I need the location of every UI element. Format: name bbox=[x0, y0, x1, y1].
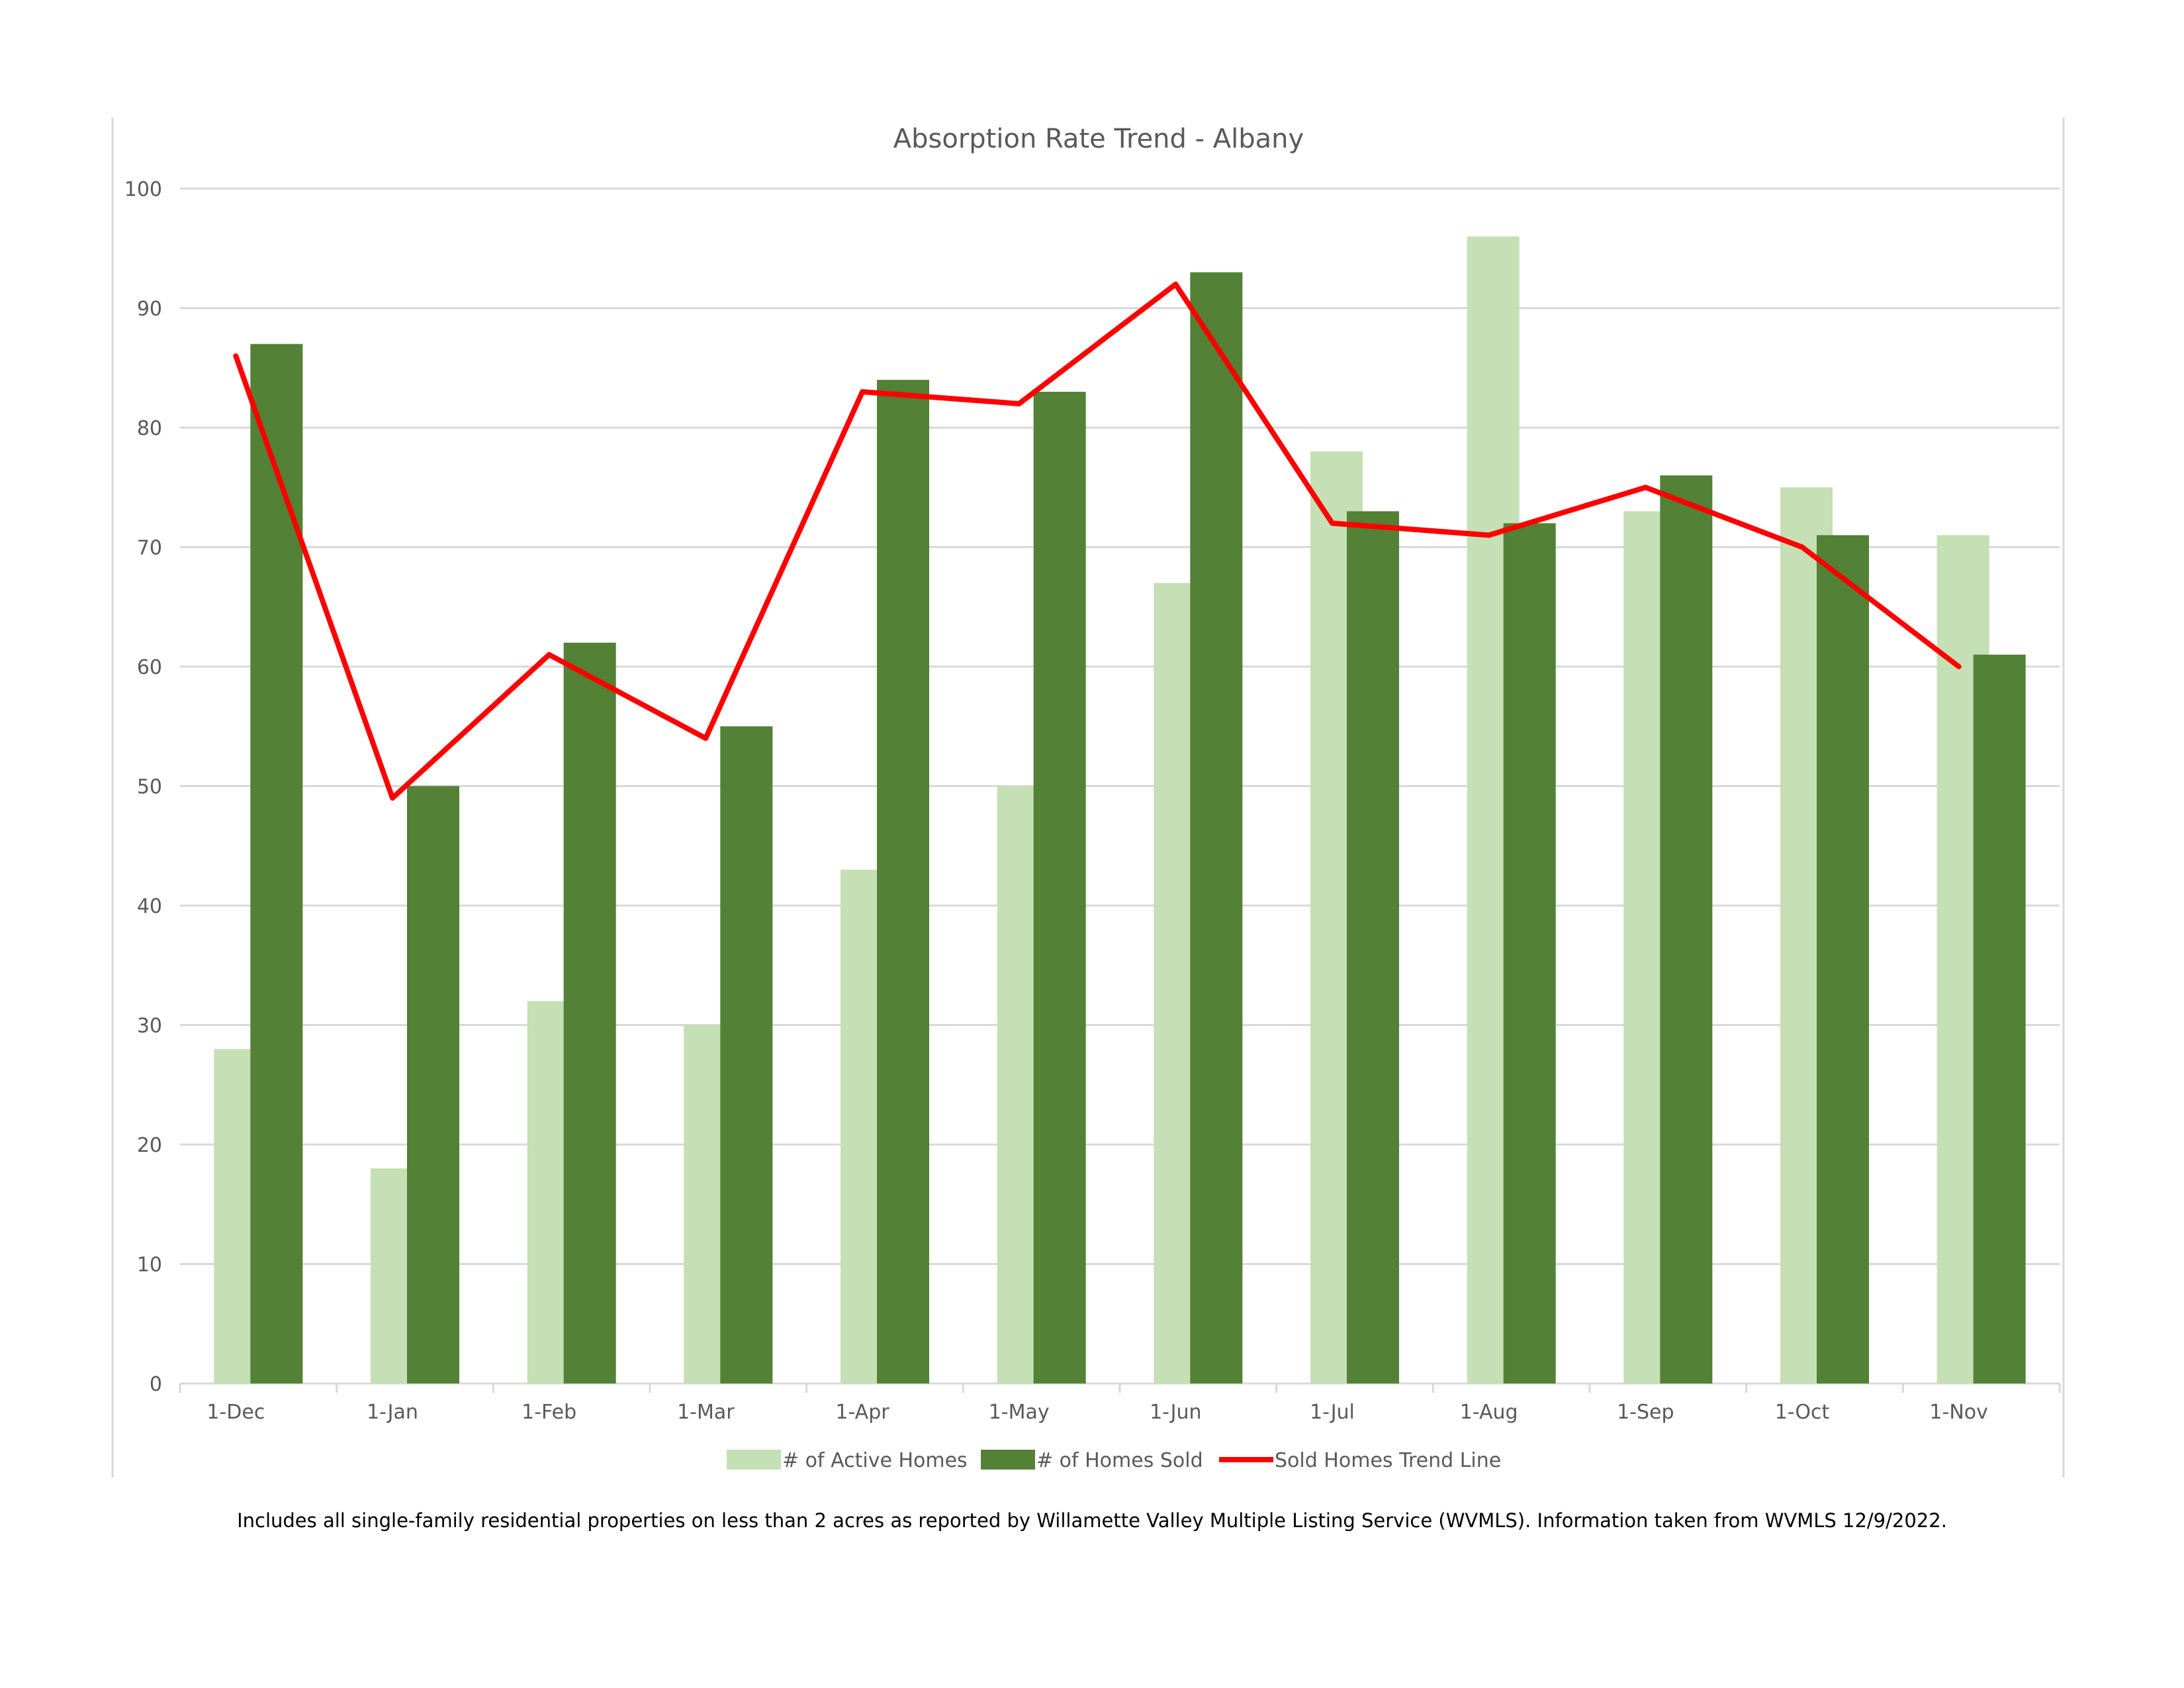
x-tick-label: 1-Dec bbox=[206, 1401, 265, 1424]
legend-label: # of Homes Sold bbox=[1036, 1449, 1203, 1472]
homes-sold-bar-1-Oct bbox=[1817, 535, 1869, 1384]
x-tick-label: 1-May bbox=[989, 1401, 1050, 1424]
chart-title: Absorption Rate Trend - Albany bbox=[893, 124, 1304, 154]
homes-sold-bar-1-Sep bbox=[1660, 475, 1713, 1384]
legend-swatch-0 bbox=[727, 1450, 781, 1470]
x-tick-label: 1-Jun bbox=[1150, 1401, 1201, 1424]
homes-sold-bar-1-Jul bbox=[1347, 511, 1399, 1383]
legend-label: # of Active Homes bbox=[782, 1449, 968, 1472]
x-tick-label: 1-Jul bbox=[1310, 1401, 1355, 1424]
y-tick-label: 90 bbox=[137, 298, 162, 321]
x-tick-label: 1-Apr bbox=[835, 1401, 889, 1424]
legend: # of Active Homes # of Homes Sold Sold Hom… bbox=[727, 1449, 1501, 1472]
x-tick-label: 1-Sep bbox=[1617, 1401, 1674, 1424]
y-tick-label: 0 bbox=[150, 1373, 162, 1396]
homes-sold-bar-1-Dec bbox=[250, 344, 303, 1383]
x-tick-label: 1-Nov bbox=[1929, 1401, 1987, 1424]
y-tick-label: 60 bbox=[137, 656, 162, 679]
homes-sold-bar-1-Jan bbox=[407, 786, 459, 1383]
x-tick-label: 1-Oct bbox=[1775, 1401, 1830, 1424]
x-tick-label: 1-Aug bbox=[1460, 1401, 1518, 1424]
footnote: Includes all single-family residential p… bbox=[237, 1509, 1947, 1532]
y-tick-label: 70 bbox=[137, 537, 162, 560]
legend-label: Sold Homes Trend Line bbox=[1275, 1449, 1501, 1472]
homes-sold-bar-1-Jun bbox=[1190, 272, 1243, 1384]
x-tick-label: 1-Jan bbox=[367, 1401, 418, 1424]
y-tick-label: 30 bbox=[137, 1015, 162, 1038]
y-tick-label: 20 bbox=[137, 1134, 162, 1157]
homes-sold-bar-1-Apr bbox=[877, 379, 929, 1383]
legend-swatch-1 bbox=[981, 1450, 1035, 1470]
homes-sold-bar-1-May bbox=[1033, 391, 1086, 1383]
x-tick-label: 1-Mar bbox=[677, 1401, 735, 1424]
homes-sold-bar-1-Feb bbox=[563, 642, 616, 1383]
y-axis-ticks: 0 10 20 30 40 50 60 70 80 90 100 bbox=[124, 178, 162, 1396]
y-tick-label: 50 bbox=[137, 776, 162, 799]
bars bbox=[214, 236, 2026, 1384]
gridlines bbox=[179, 187, 2061, 1393]
sold-homes-trend-line bbox=[233, 281, 1962, 801]
y-tick-label: 10 bbox=[137, 1254, 162, 1277]
y-tick-label: 80 bbox=[137, 417, 162, 440]
x-tick-label: 1-Feb bbox=[522, 1401, 576, 1424]
trend-line-layer bbox=[233, 281, 1962, 801]
x-axis-ticks: 1-Dec 1-Jan 1-Feb 1-Mar 1-Apr 1-May 1-Jun 1-Jul… bbox=[206, 1401, 1988, 1424]
homes-sold-bar-1-Nov bbox=[1973, 654, 2026, 1384]
homes-sold-bar-1-Aug bbox=[1503, 523, 1556, 1383]
y-tick-label: 40 bbox=[137, 895, 162, 918]
homes-sold-bar-1-Mar bbox=[720, 726, 773, 1383]
y-tick-label: 100 bbox=[124, 178, 162, 201]
